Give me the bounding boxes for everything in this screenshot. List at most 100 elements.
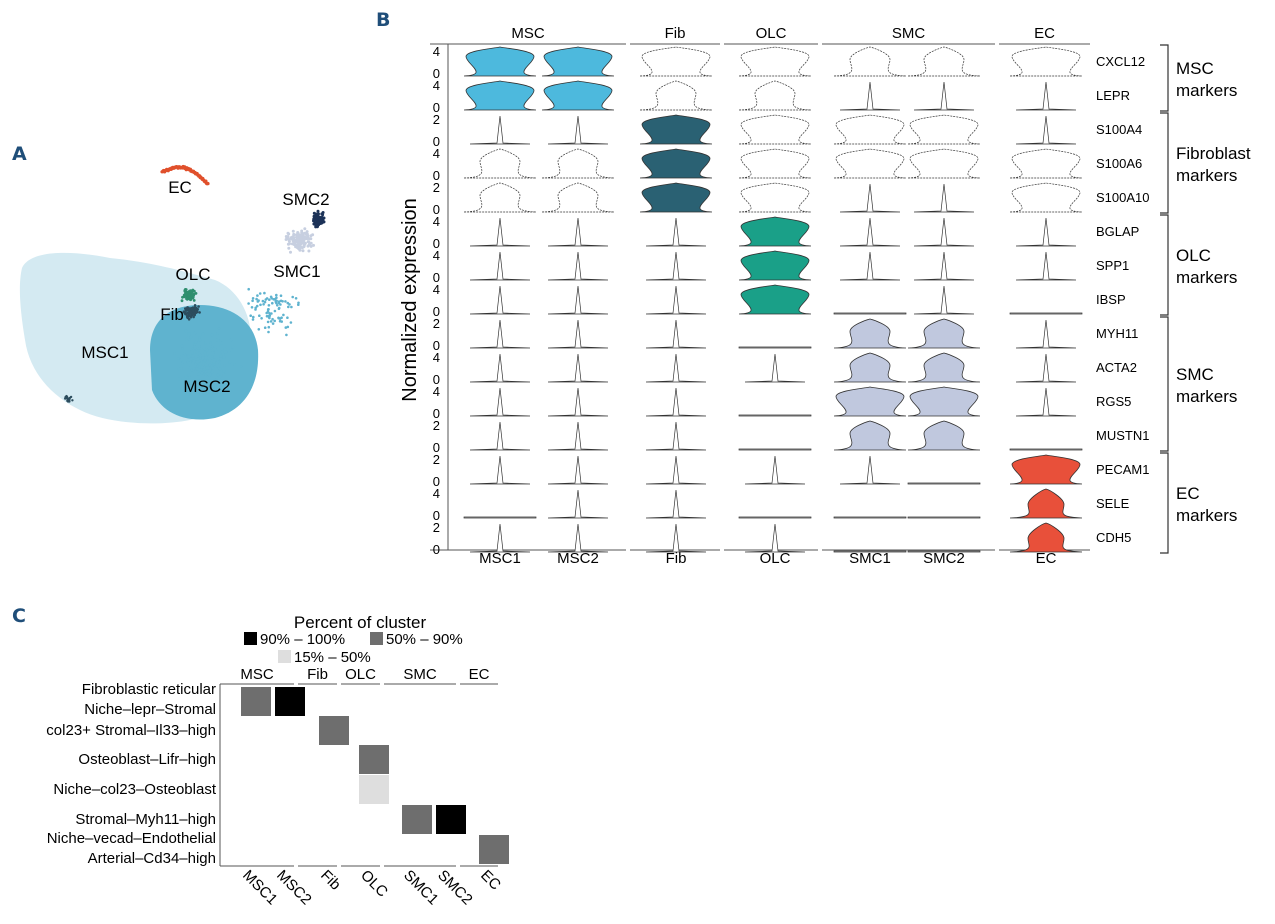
umap-point [146,331,150,335]
umap-point [121,305,125,309]
umap-point [137,306,141,310]
msc2-cluster-points [173,327,243,389]
umap-point [307,249,311,253]
violin-cluster-label: OLC [760,550,791,567]
umap-point [267,325,271,329]
umap-point [105,281,109,285]
violin-group-header: SMC [892,25,926,42]
violin-s100a10-msc2 [541,182,615,213]
umap-point [65,395,69,399]
umap-point [300,229,304,233]
violin-ytick-label: 4 [433,384,440,399]
umap-point [152,304,157,308]
violin-lepr-msc2 [541,80,615,111]
violin-acta2-msc2 [547,353,609,383]
umap-point [194,292,198,295]
umap-point [129,309,133,313]
umap-point [193,289,196,293]
violin-sele-msc1 [463,516,537,519]
umap-point [301,249,305,253]
violin-bglap-fib [645,217,707,247]
umap-point [262,303,265,306]
umap-point [89,338,93,342]
umap-point [180,354,184,357]
violin-gene-label: CDH5 [1096,530,1131,545]
umap-point [72,341,76,345]
umap-point [115,325,119,329]
umap-point [259,303,262,307]
violin-ibsp-smc2 [913,285,975,315]
violin-spp1-fib [645,251,707,281]
umap-point [141,302,146,306]
marker-group-bracket [1160,316,1169,452]
umap-point [184,292,188,296]
umap-point [289,321,293,324]
violin-gene-label: BGLAP [1096,224,1139,239]
violin-spp1-ec [1015,251,1077,281]
umap-point [171,297,175,301]
umap-point [117,355,121,359]
violin-gene-label: SPP1 [1096,258,1129,273]
umap-point [69,320,73,324]
violin-gene-label: RGS5 [1096,394,1131,409]
umap-point [221,367,225,371]
umap-point [109,354,113,358]
umap-point [135,304,139,308]
umap-point [148,318,152,322]
heatmap-group-header: MSC [240,666,274,683]
umap-point [187,318,191,321]
violin-rgs5-smc1 [833,386,907,417]
umap-point [293,241,297,245]
umap-point [280,320,284,323]
umap-point [131,341,135,345]
umap-point [257,328,261,331]
umap-point [191,309,195,313]
panel-label-c: C [12,605,26,627]
violin-acta2-fib [645,353,707,383]
violin-rgs5-msc2 [547,387,609,417]
umap-point [290,305,293,309]
umap-point [274,300,278,304]
umap-point [193,345,197,349]
violin-s100a4-msc1 [469,115,531,145]
umap-point [192,293,196,297]
umap-point [86,322,90,326]
umap-point [187,358,191,362]
umap-point [247,287,250,291]
marker-group-bracket [1160,452,1169,554]
violin-pecam1-ec [1009,454,1083,485]
umap-point [267,308,270,311]
marker-group-label: markers [1176,268,1237,287]
umap-point [109,349,113,353]
umap-point [193,331,197,335]
violin-mustn1-smc2 [907,420,981,451]
umap-label-smc2: SMC2 [282,190,329,209]
violin-gene-label: PECAM1 [1096,462,1149,477]
violin-bglap-msc2 [547,217,609,247]
umap-point [301,232,305,236]
marker-group-label: SMC [1176,365,1214,384]
umap-point [213,358,217,362]
umap-point [176,377,180,381]
umap-point [168,299,172,303]
violin-ytick-label: 4 [433,248,440,263]
violin-sele-smc2 [907,516,981,519]
umap-point [291,295,295,299]
umap-point [255,304,259,308]
umap-point [76,350,80,354]
violin-ytick-label: 0 [433,236,440,251]
umap-point [270,297,274,300]
heatmap-column-label: MSC1 [239,867,280,908]
umap-point [210,359,214,363]
umap-point [146,316,150,320]
violin-mustn1-olc [738,448,812,451]
umap-point [303,227,307,231]
umap-point [287,232,291,236]
umap-label-smc1: SMC1 [273,262,320,281]
umap-point [210,364,214,368]
umap-point [277,316,281,320]
heatmap-legend-swatch [244,632,257,645]
umap-point [287,246,291,250]
violin-pecam1-smc1 [839,455,901,485]
umap-point [206,352,209,356]
